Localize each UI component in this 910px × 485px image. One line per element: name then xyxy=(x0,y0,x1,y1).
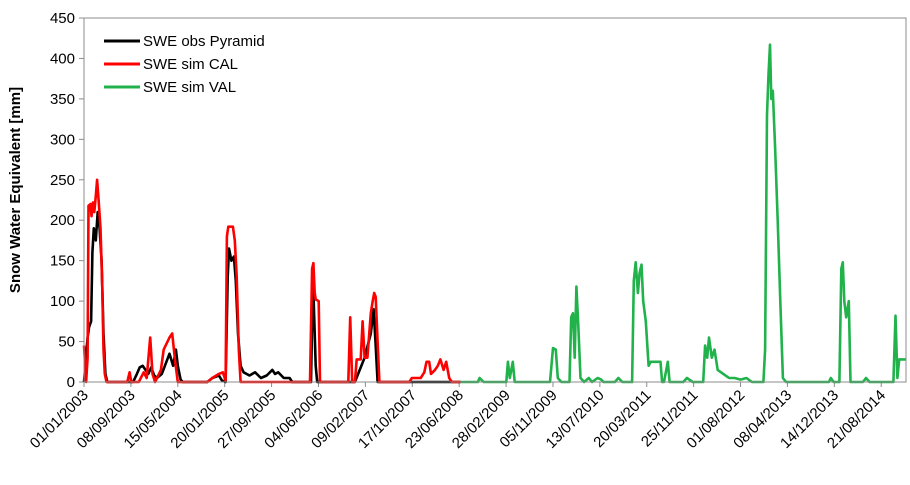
y-tick-label: 150 xyxy=(50,253,75,270)
plot-frame xyxy=(83,17,907,383)
y-tick-label: 250 xyxy=(50,172,75,189)
y-axis-title: Snow Water Equivalent [mm] xyxy=(7,87,24,293)
y-tick-label: 0 xyxy=(67,374,75,391)
y-axis-ticks: 0 50 100 150 200 250 300 350 400 450 xyxy=(50,10,84,391)
legend-label-1: SWE sim CAL xyxy=(143,56,238,73)
legend-label-2: SWE sim VAL xyxy=(143,79,236,96)
y-tick-label: 200 xyxy=(50,212,75,229)
legend: SWE obs Pyramid SWE sim CAL SWE sim VAL xyxy=(104,33,265,96)
y-tick-label: 450 xyxy=(50,10,75,27)
y-tick-label: 50 xyxy=(58,334,75,351)
legend-label-0: SWE obs Pyramid xyxy=(143,33,265,50)
x-axis-ticks: 01/01/200308/09/200315/05/200420/01/2005… xyxy=(27,382,889,452)
y-tick-label: 350 xyxy=(50,91,75,108)
series-line-1 xyxy=(82,178,461,384)
y-tick-label: 300 xyxy=(50,131,75,148)
y-tick-label: 100 xyxy=(50,293,75,310)
series-line-0 xyxy=(82,210,461,384)
series-line-2 xyxy=(460,43,906,384)
y-tick-label: 400 xyxy=(50,50,75,67)
